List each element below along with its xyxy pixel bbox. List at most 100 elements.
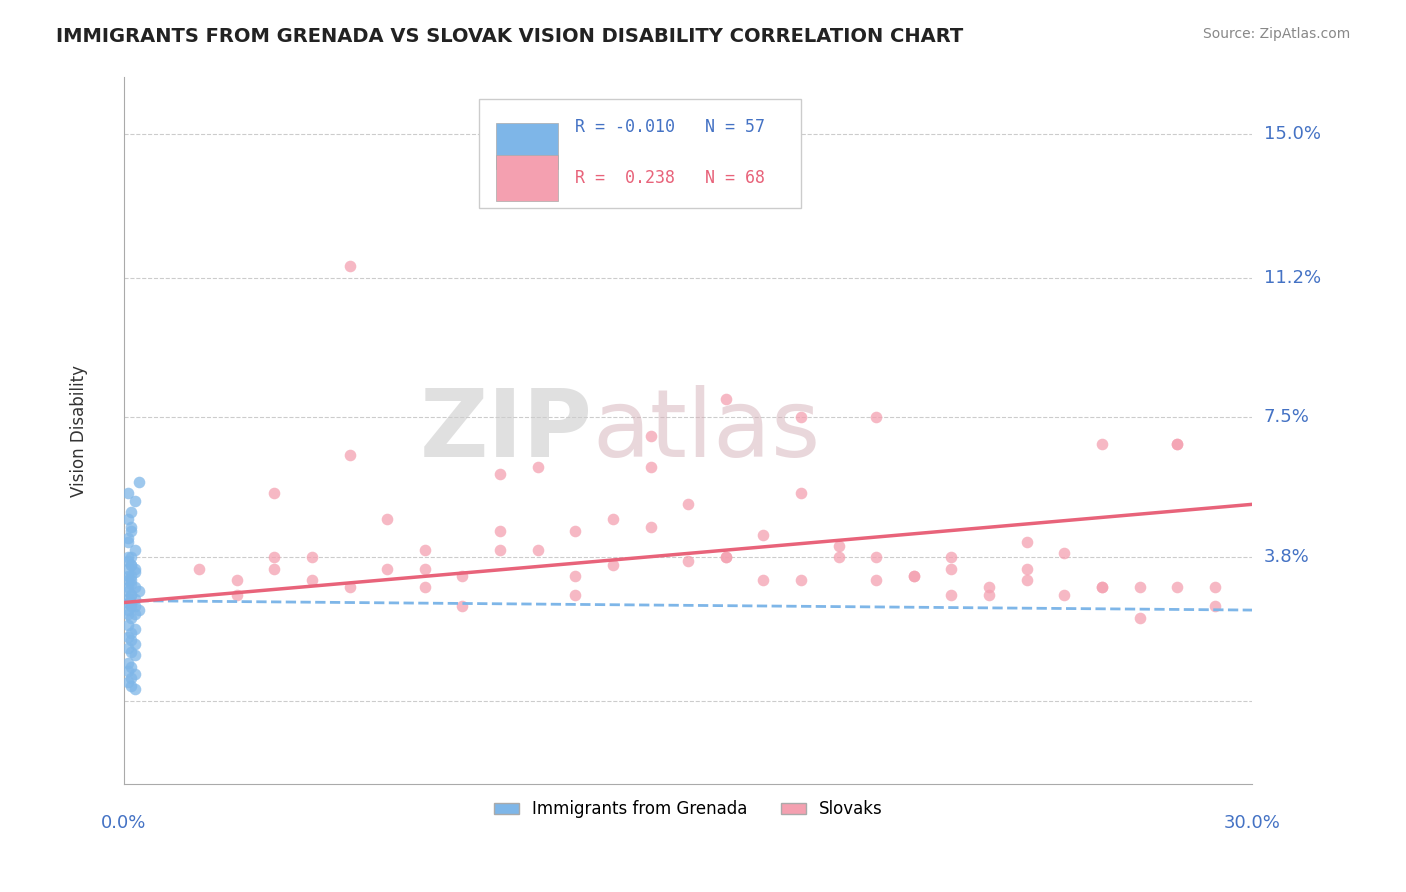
Point: [301, 573, 323, 587]
Point: [225, 573, 247, 587]
Point: [188, 561, 211, 575]
Point: [120, 588, 142, 602]
Point: [120, 610, 142, 624]
Point: [117, 569, 139, 583]
Point: [124, 542, 146, 557]
Point: [120, 520, 142, 534]
Point: [790, 410, 813, 425]
Text: Vision Disability: Vision Disability: [70, 365, 87, 497]
Point: [489, 467, 512, 481]
Point: [117, 607, 139, 621]
Point: [714, 550, 737, 565]
Point: [1053, 588, 1076, 602]
Point: [790, 573, 813, 587]
Legend: Immigrants from Grenada, Slovaks: Immigrants from Grenada, Slovaks: [486, 794, 890, 825]
Text: atlas: atlas: [592, 384, 821, 476]
Point: [903, 569, 925, 583]
Point: [120, 558, 142, 572]
Point: [124, 599, 146, 614]
Point: [120, 569, 142, 583]
Point: [413, 581, 436, 595]
Point: [413, 561, 436, 575]
Point: [602, 558, 624, 572]
Point: [1129, 610, 1152, 624]
Point: [117, 573, 139, 587]
Point: [489, 524, 512, 538]
Point: [375, 512, 398, 526]
Point: [1166, 581, 1188, 595]
Point: [128, 475, 150, 489]
Text: R = -0.010   N = 57: R = -0.010 N = 57: [575, 118, 765, 136]
Point: [375, 561, 398, 575]
Point: [124, 622, 146, 636]
Point: [117, 640, 139, 655]
Point: [263, 550, 285, 565]
Point: [124, 607, 146, 621]
Point: [120, 671, 142, 685]
Point: [117, 584, 139, 599]
Point: [1015, 573, 1038, 587]
Point: [117, 486, 139, 500]
Point: [120, 558, 142, 572]
Point: [1015, 561, 1038, 575]
Text: ZIP: ZIP: [419, 384, 592, 476]
Point: [640, 520, 662, 534]
Point: [117, 561, 139, 575]
Point: [128, 603, 150, 617]
Point: [1053, 546, 1076, 560]
Point: [117, 535, 139, 549]
Point: [1015, 535, 1038, 549]
Bar: [496, 123, 558, 169]
Text: IMMIGRANTS FROM GRENADA VS SLOVAK VISION DISABILITY CORRELATION CHART: IMMIGRANTS FROM GRENADA VS SLOVAK VISION…: [56, 27, 963, 45]
Point: [903, 569, 925, 583]
Point: [124, 682, 146, 697]
Point: [451, 569, 474, 583]
Point: [117, 595, 139, 609]
Point: [1091, 581, 1114, 595]
Point: [117, 674, 139, 689]
Point: [564, 524, 586, 538]
Text: R =  0.238   N = 68: R = 0.238 N = 68: [575, 169, 765, 186]
Point: [1204, 581, 1226, 595]
Point: [120, 595, 142, 609]
Point: [640, 429, 662, 443]
Point: [865, 550, 887, 565]
Point: [124, 581, 146, 595]
Point: [339, 260, 361, 274]
Point: [117, 618, 139, 632]
Point: [120, 573, 142, 587]
Point: [117, 581, 139, 595]
Point: [117, 512, 139, 526]
Point: [413, 542, 436, 557]
Point: [714, 392, 737, 406]
Point: [714, 550, 737, 565]
Point: [128, 584, 150, 599]
Point: [339, 581, 361, 595]
Point: [117, 554, 139, 568]
Point: [263, 561, 285, 575]
Point: [941, 561, 963, 575]
Point: [676, 554, 699, 568]
Point: [124, 493, 146, 508]
Point: [120, 679, 142, 693]
Point: [301, 550, 323, 565]
Point: [225, 588, 247, 602]
Point: [120, 524, 142, 538]
Point: [564, 588, 586, 602]
Point: [124, 566, 146, 580]
Point: [865, 410, 887, 425]
Text: 11.2%: 11.2%: [1264, 268, 1320, 286]
Point: [124, 561, 146, 575]
Point: [451, 599, 474, 614]
Point: [120, 625, 142, 640]
Point: [263, 486, 285, 500]
Point: [1091, 581, 1114, 595]
Point: [117, 591, 139, 606]
Point: [117, 656, 139, 670]
Point: [1166, 437, 1188, 451]
Point: [941, 550, 963, 565]
Point: [827, 550, 849, 565]
Point: [676, 497, 699, 511]
Point: [124, 637, 146, 651]
Point: [977, 588, 1000, 602]
